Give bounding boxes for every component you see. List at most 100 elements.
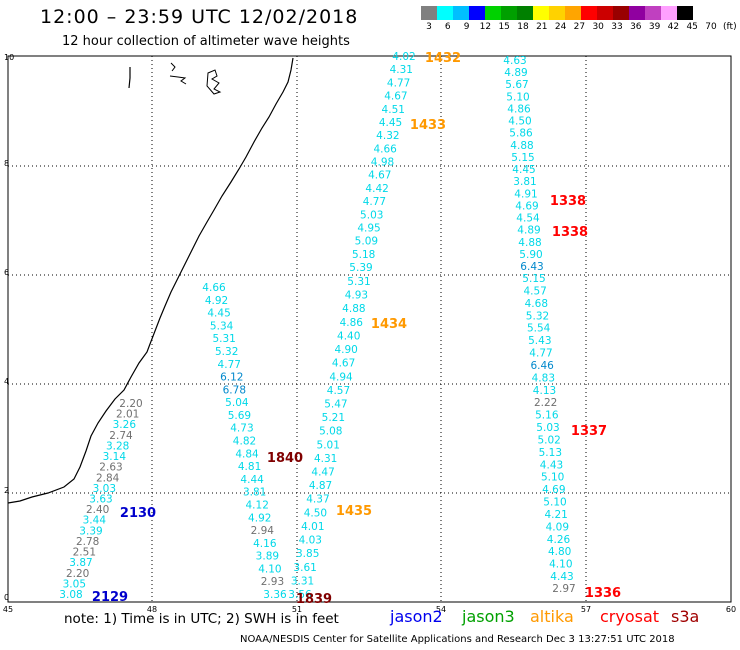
swh-value: 5.47	[324, 398, 347, 410]
scale-swatch	[469, 6, 485, 20]
swh-value: 4.84	[235, 448, 259, 460]
swh-value: 4.32	[376, 130, 399, 142]
coastline-island-2	[169, 62, 187, 85]
scale-label: 27	[573, 22, 586, 32]
scale-label: 21	[536, 22, 548, 32]
track-time-label: 1432	[425, 51, 461, 66]
swh-value: 5.15	[522, 273, 545, 285]
swh-value: 5.10	[543, 497, 566, 509]
swh-value: 5.69	[228, 410, 251, 422]
track-time-label: 1337	[571, 424, 607, 439]
credit-line: NOAA/NESDIS Center for Satellite Applica…	[240, 634, 675, 645]
scale-swatch	[581, 6, 597, 20]
legend-s3a: s3a	[671, 607, 700, 626]
swh-value: 3.05	[63, 578, 86, 590]
scale-swatch	[437, 6, 453, 20]
y-tick-label: 8	[4, 159, 9, 168]
scale-swatch	[517, 6, 533, 20]
swh-value: 2.97	[552, 583, 575, 595]
swh-value: 4.66	[373, 143, 397, 155]
track-time-labels: 2130 2129 1840 1839 1432 1433 1434 1435 1338 1338…	[92, 51, 621, 607]
track-time-label: 1338	[552, 225, 588, 240]
x-tick-label: 57	[581, 605, 591, 614]
swh-value: 3.28	[106, 440, 129, 452]
legend-cryosat: cryosat	[600, 607, 660, 626]
scale-label: 36	[630, 22, 642, 32]
swh-value: 2.93	[261, 576, 284, 588]
swh-value: 4.50	[304, 507, 327, 519]
swh-value: 4.90	[334, 344, 357, 356]
swh-value: 5.43	[528, 335, 551, 347]
swh-value: 4.83	[532, 372, 555, 384]
swh-value: 4.16	[253, 538, 277, 550]
swh-value: 4.21	[544, 509, 567, 521]
swh-value: 4.95	[357, 222, 380, 234]
swh-value: 4.40	[337, 330, 360, 342]
scale-label: 15	[498, 22, 510, 32]
swh-value: 5.67	[505, 79, 528, 91]
scale-swatch	[661, 6, 677, 20]
swh-value: 6.43	[520, 261, 543, 273]
map-subtitle: 12 hour collection of altimeter wave hei…	[62, 34, 350, 49]
scale-swatch	[453, 6, 469, 20]
swh-value: 4.37	[306, 494, 329, 506]
swh-value: 3.81	[243, 487, 266, 499]
scale-swatch	[421, 6, 437, 20]
swh-value: 5.32	[215, 346, 238, 358]
y-tick-label: 0	[4, 593, 9, 602]
scale-swatches	[421, 6, 740, 20]
swh-value: 2.63	[99, 462, 122, 474]
swh-value: 5.31	[347, 276, 370, 288]
scale-label: 18	[517, 22, 529, 32]
swh-value: 5.13	[539, 447, 562, 459]
track-time-label: 1840	[267, 451, 303, 466]
swh-value: 4.45	[207, 308, 230, 320]
swh-value: 3.31	[291, 575, 314, 587]
track-time-label: 2130	[120, 506, 156, 521]
swh-value: 3.26	[113, 419, 137, 431]
swh-value: 4.91	[514, 188, 537, 200]
scale-swatch	[677, 6, 693, 20]
swh-value: 4.43	[540, 459, 563, 471]
swh-value: 5.10	[506, 91, 529, 103]
track-time-label: 2129	[92, 590, 128, 605]
scale-label: (ft)	[723, 22, 737, 32]
swh-value: 2.22	[534, 397, 557, 409]
footnote: note: 1) Time is in UTC; 2) SWH is in fe…	[64, 611, 339, 627]
swh-value: 4.09	[546, 521, 569, 533]
map-frame	[7, 55, 732, 603]
scale-swatch	[533, 6, 549, 20]
swh-value: 5.39	[349, 262, 372, 274]
swh-value: 5.09	[355, 236, 378, 248]
scale-label: 24	[554, 22, 567, 32]
grid-lines	[8, 56, 731, 602]
swh-value: 3.08	[59, 589, 82, 601]
scale-swatch	[485, 6, 501, 20]
swh-value: 4.88	[342, 303, 365, 315]
swh-value: 4.12	[246, 499, 269, 511]
x-tick-label: 51	[292, 605, 302, 614]
scale-swatch	[549, 6, 565, 20]
swh-value: 4.51	[382, 104, 405, 116]
y-tick-label: 10	[4, 53, 14, 62]
swh-value: 4.54	[516, 213, 540, 225]
swh-value: 5.08	[319, 426, 342, 438]
track-time-label: 1839	[296, 592, 332, 607]
scale-label: 3	[426, 22, 432, 32]
swh-value: 3.81	[513, 176, 536, 188]
swh-value: 4.13	[533, 385, 556, 397]
swh-value: 4.31	[390, 64, 413, 76]
swh-value: 4.77	[363, 196, 386, 208]
swh-value: 6.46	[530, 360, 554, 372]
scale-label: 39	[648, 22, 661, 32]
legend-jason2: jason2	[390, 607, 443, 626]
scale-swatch	[565, 6, 581, 20]
swh-value: 5.32	[526, 310, 549, 322]
track-time-label: 1434	[371, 317, 407, 332]
swh-value: 4.26	[547, 534, 571, 546]
scale-label: 30	[592, 22, 604, 32]
swh-value: 4.63	[503, 55, 526, 67]
swh-value: 4.88	[518, 237, 541, 249]
swh-value: 4.92	[205, 295, 228, 307]
